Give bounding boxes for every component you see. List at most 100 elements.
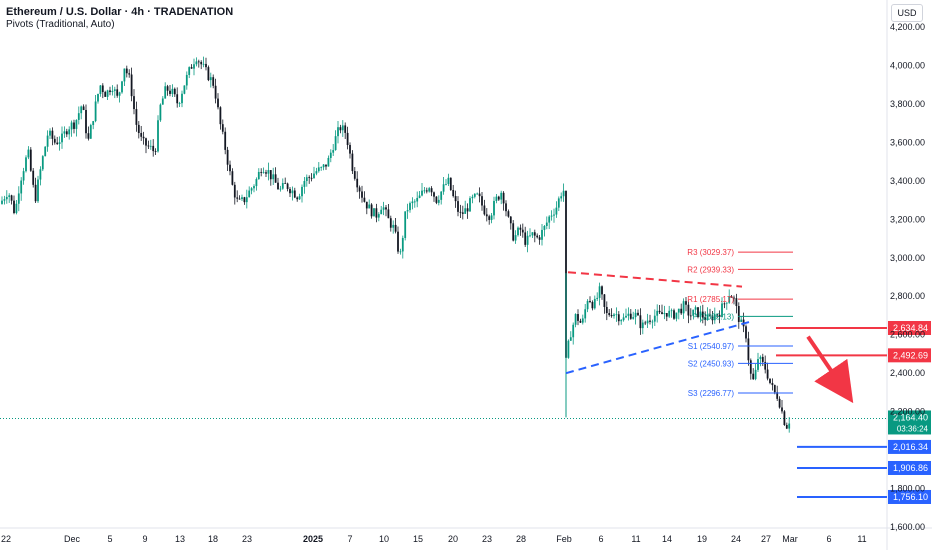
candle-body [334,136,337,151]
candle-body [305,177,308,182]
triangle-upper-line [567,271,743,288]
x-tick-label: 6 [826,534,831,544]
candle-body [166,86,169,91]
candle-body [325,164,327,167]
time-axis[interactable]: 22 Dec 5 9 13 18 23 2025 7 10 15 20 23 28 Feb 6 11 14 19 24… [1,534,867,544]
candle-body [783,411,786,425]
candle-body [488,216,491,220]
candle-body [548,216,551,223]
x-tick-label: Feb [556,534,572,544]
candle-body [267,170,270,174]
candle-body [735,298,738,307]
candle-body [157,120,159,152]
candle-body [725,302,728,304]
candle-body [557,198,560,208]
candle-body [464,208,467,214]
candle-body [315,171,318,174]
candle-body [51,130,54,139]
candle-body [233,184,236,198]
x-tick-label: 11 [631,534,640,544]
candle-body [219,107,222,125]
candle-body [190,67,193,69]
support-tag [888,489,931,504]
candle-body [140,133,143,137]
candle-body [214,85,217,99]
candle-body [781,407,783,412]
candle-body [159,104,162,121]
candle-body [121,81,123,93]
candle-body [615,314,618,316]
candle-body [257,171,260,180]
candle-body [274,174,277,183]
candle-body [161,98,164,105]
candle-body [668,310,671,317]
y-tick-label: 2,400.00 [890,368,925,378]
candle-body [176,94,179,104]
candle-body [694,307,697,310]
candle-body [202,63,205,65]
candle-body [459,211,462,213]
candle-body [320,167,323,168]
candle-body [85,109,87,134]
candle-body [125,68,128,74]
candle-body [699,311,702,318]
candle-body [49,130,51,136]
currency-button[interactable]: USD [891,4,923,22]
candle-body [713,314,716,321]
x-tick-label: 24 [731,534,741,544]
candle-body [385,207,387,210]
candle-body [457,201,459,212]
x-tick-label: 10 [379,534,389,544]
price-axis[interactable]: 4,200.00 4,000.00 3,800.00 3,600.00 3,400.00… [890,22,925,532]
candle-body [99,85,102,94]
support-label: 1,906.86 [893,463,928,473]
candle-body [430,188,433,193]
last-price-countdown: 03:36:24 [897,424,929,433]
candle-body [406,210,409,212]
candle-body [130,74,133,97]
candle-body [752,373,755,380]
resistance-tag [888,348,931,363]
candle-body [490,215,493,220]
x-tick-label: 2025 [303,534,323,544]
candle-body [757,359,759,370]
candle-body [200,61,203,65]
candle-body [538,237,541,240]
candle-body [649,320,651,322]
candle-body [101,85,104,93]
candle-body [27,149,30,158]
candle-body [560,196,563,199]
candle-body [608,313,611,315]
candle-body [437,199,440,203]
candle-body [296,197,299,200]
candle-body [613,314,615,317]
candle-body [663,313,666,315]
candle-body [579,320,582,323]
candle-body [646,320,649,324]
x-tick-label: 15 [413,534,423,544]
candle-body [44,146,47,157]
candle-body [771,382,774,386]
candle-body [471,196,474,199]
candle-body [723,303,726,305]
candle-body [137,124,140,134]
candle-body [711,315,714,321]
x-tick-label: 20 [448,534,458,544]
candle-body [382,207,385,210]
candle-body [327,157,330,167]
candle-body [128,73,131,75]
candle-body [598,286,601,298]
candle-body [387,209,390,219]
candle-body [517,227,519,236]
candle-body [152,145,155,152]
key-levels: 2,634.84 2,492.69 2,016.34 1,906.86 1,756.10… [776,320,931,504]
candle-body [313,173,315,179]
candle-body [665,313,668,317]
candle-body [740,319,743,322]
candle-body [241,197,243,200]
candle-body [452,190,455,197]
candle-body [469,198,471,212]
candle-body [363,197,366,202]
candle-body [682,301,685,314]
